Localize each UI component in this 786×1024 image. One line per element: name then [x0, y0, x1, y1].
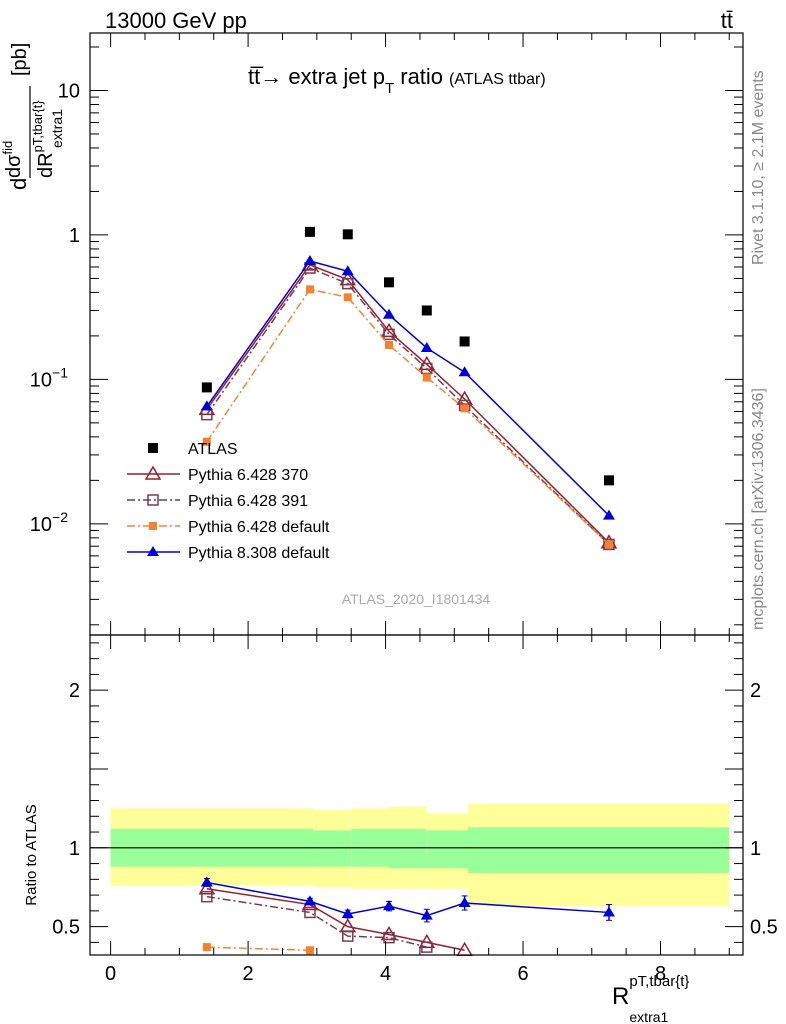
pythia-6-428-default-point — [422, 373, 431, 382]
process-label: tt̄ — [721, 8, 733, 33]
svg-text:dσfid: dσfid — [0, 141, 25, 178]
ratio-y-tick-label-right: 1 — [750, 838, 761, 860]
svg-text:[pb]: [pb] — [9, 43, 31, 76]
pythia-8-308-default-ratio-point — [383, 900, 396, 911]
y-axis-label: d dσfid dRpT,tbar{t} extra1 [pb] — [0, 43, 65, 190]
pythia-6-428-391-ratio-point — [342, 930, 354, 942]
ratio-y-tick-label: 2 — [69, 680, 80, 702]
atlas-point — [421, 305, 432, 316]
pythia-8-308-default-ratio-point — [420, 909, 433, 920]
pythia-6-428-391-point — [342, 277, 354, 290]
pythia-6-428-370-point — [380, 322, 398, 338]
band-green — [468, 827, 730, 874]
legend-marker-pythia-6-428-391 — [147, 494, 159, 506]
rivet-label: Rivet 3.1.10, ≥ 2.1M events — [750, 70, 767, 265]
pythia-6-428-391-point — [603, 538, 615, 551]
pythia-6-428-370-point — [456, 390, 473, 405]
svg-text:d: d — [6, 178, 31, 190]
ratio-y-tick-label: 0.5 — [52, 917, 80, 939]
pythia-6-428-391-ratio-point — [383, 931, 395, 944]
analysis-label: ATLAS_2020_I1801434 — [342, 591, 491, 607]
band-green — [426, 830, 469, 869]
x-tick-label: 6 — [517, 963, 528, 985]
legend: ATLAS Pythia 6.428 370 Pythia 6.428 391 Pyt… — [127, 441, 330, 562]
pythia-8-308-default-ratio-point — [602, 906, 615, 917]
pythia-8-308-default-point — [602, 509, 615, 520]
atlas-point — [384, 277, 395, 288]
main-panel: 10−2 10−1 1 10 — [30, 32, 744, 636]
pythia-8-308-default-point — [383, 308, 396, 319]
legend-label-pythia-6-428-391: Pythia 6.428 391 — [188, 493, 308, 510]
mcplots-label: mcplots.cern.ch [arXiv:1306.3436] — [750, 388, 767, 630]
y-tick-label: 10−1 — [30, 364, 68, 391]
pythia-6-428-370-ratio-line — [206, 888, 465, 952]
pythia-6-428-391-ratio-point — [304, 906, 316, 919]
pythia-8-308-default-point — [420, 341, 433, 352]
ratio-y-tick-label-right: 0.5 — [750, 917, 778, 939]
x-tick-label: 0 — [105, 963, 116, 985]
x-axis-label: RpT,tbar{t} extra1 — [612, 973, 689, 1024]
pythia-8-308-default-ratio-point — [458, 896, 471, 907]
atlas-point — [304, 226, 315, 237]
x-tick-label: 4 — [380, 963, 391, 985]
pythia-6-428-default-point — [343, 293, 352, 302]
pythia-8-308-default-point — [303, 255, 316, 266]
legend-marker-pythia-6-428-370 — [144, 465, 162, 480]
pythia-6-428-default-point — [460, 404, 469, 413]
pythia-6-428-default-point — [305, 285, 314, 294]
atlas-point — [459, 336, 470, 347]
svg-text:dRpT,tbar{t}: dRpT,tbar{t} — [30, 100, 57, 178]
pythia-6-428-391-ratio-point — [421, 941, 433, 953]
pythia-6-428-391-point — [421, 362, 433, 375]
pythia-8-308-default-ratio-point — [200, 876, 213, 887]
pythia-6-428-370-ratio-point — [380, 926, 398, 941]
y-tick-label: 1 — [69, 225, 80, 247]
pythia-6-428-370-ratio-point — [198, 880, 216, 895]
pythia-6-428-default-point — [385, 340, 394, 349]
pythia-6-428-default-ratio-point — [202, 943, 211, 952]
x-tick-label: 2 — [243, 963, 254, 985]
x-tick-label: 8 — [655, 963, 666, 985]
legend-label-pythia-6-428-370: Pythia 6.428 370 — [188, 467, 308, 484]
pythia-6-428-default-ratio-point — [305, 946, 314, 955]
legend-marker-atlas — [148, 443, 158, 453]
ratio-y-label: Ratio to ATLAS — [23, 804, 40, 905]
legend-marker-pythia-8-308-default — [147, 546, 159, 556]
pythia-6-428-391-ratio-line — [206, 895, 427, 948]
y-tick-label: 10−2 — [30, 509, 68, 536]
band-green — [389, 828, 427, 869]
pythia-8-308-default-ratio-point — [303, 895, 316, 906]
pythia-8-308-default-point — [200, 400, 213, 411]
legend-label-pythia-6-428-default: Pythia 6.428 default — [188, 519, 330, 536]
svg-text:extra1: extra1 — [49, 109, 65, 148]
legend-marker-pythia-6-428-default — [149, 522, 157, 530]
ratio-panel-frame — [89, 634, 744, 956]
ratio-y-tick-label-right: 2 — [750, 680, 761, 702]
pythia-6-428-default-point — [604, 540, 613, 549]
ratio-y-tick-label: 1 — [69, 838, 80, 860]
pythia-6-428-default-point — [202, 437, 211, 446]
pythia-6-428-default-ratio-line — [206, 946, 310, 952]
pythia-8-308-default-point — [458, 366, 471, 377]
pythia-8-308-default-point — [341, 265, 354, 276]
ratio-panel: 0 2 4 6 8 0.5 0.5 1 1 2 2 — [52, 634, 778, 985]
energy-label: 13000 GeV pp — [105, 8, 247, 33]
pythia-6-428-391-point — [383, 328, 395, 341]
legend-label-pythia-8-308-default: Pythia 8.308 default — [188, 545, 330, 562]
pythia-6-428-391-ratio-point — [201, 890, 213, 903]
pythia-6-428-370-ratio-point — [339, 918, 357, 933]
pythia-8-308-default-ratio-point — [341, 908, 354, 919]
atlas-point — [201, 382, 212, 393]
y-tick-label: 10 — [58, 80, 80, 102]
atlas-point — [342, 229, 353, 240]
band-green — [313, 830, 352, 867]
chart-title: tt̅→ extra jet pT ratio (ATLAS ttbar) — [248, 64, 546, 97]
atlas-point — [603, 475, 614, 486]
legend-label-atlas: ATLAS — [188, 441, 238, 458]
